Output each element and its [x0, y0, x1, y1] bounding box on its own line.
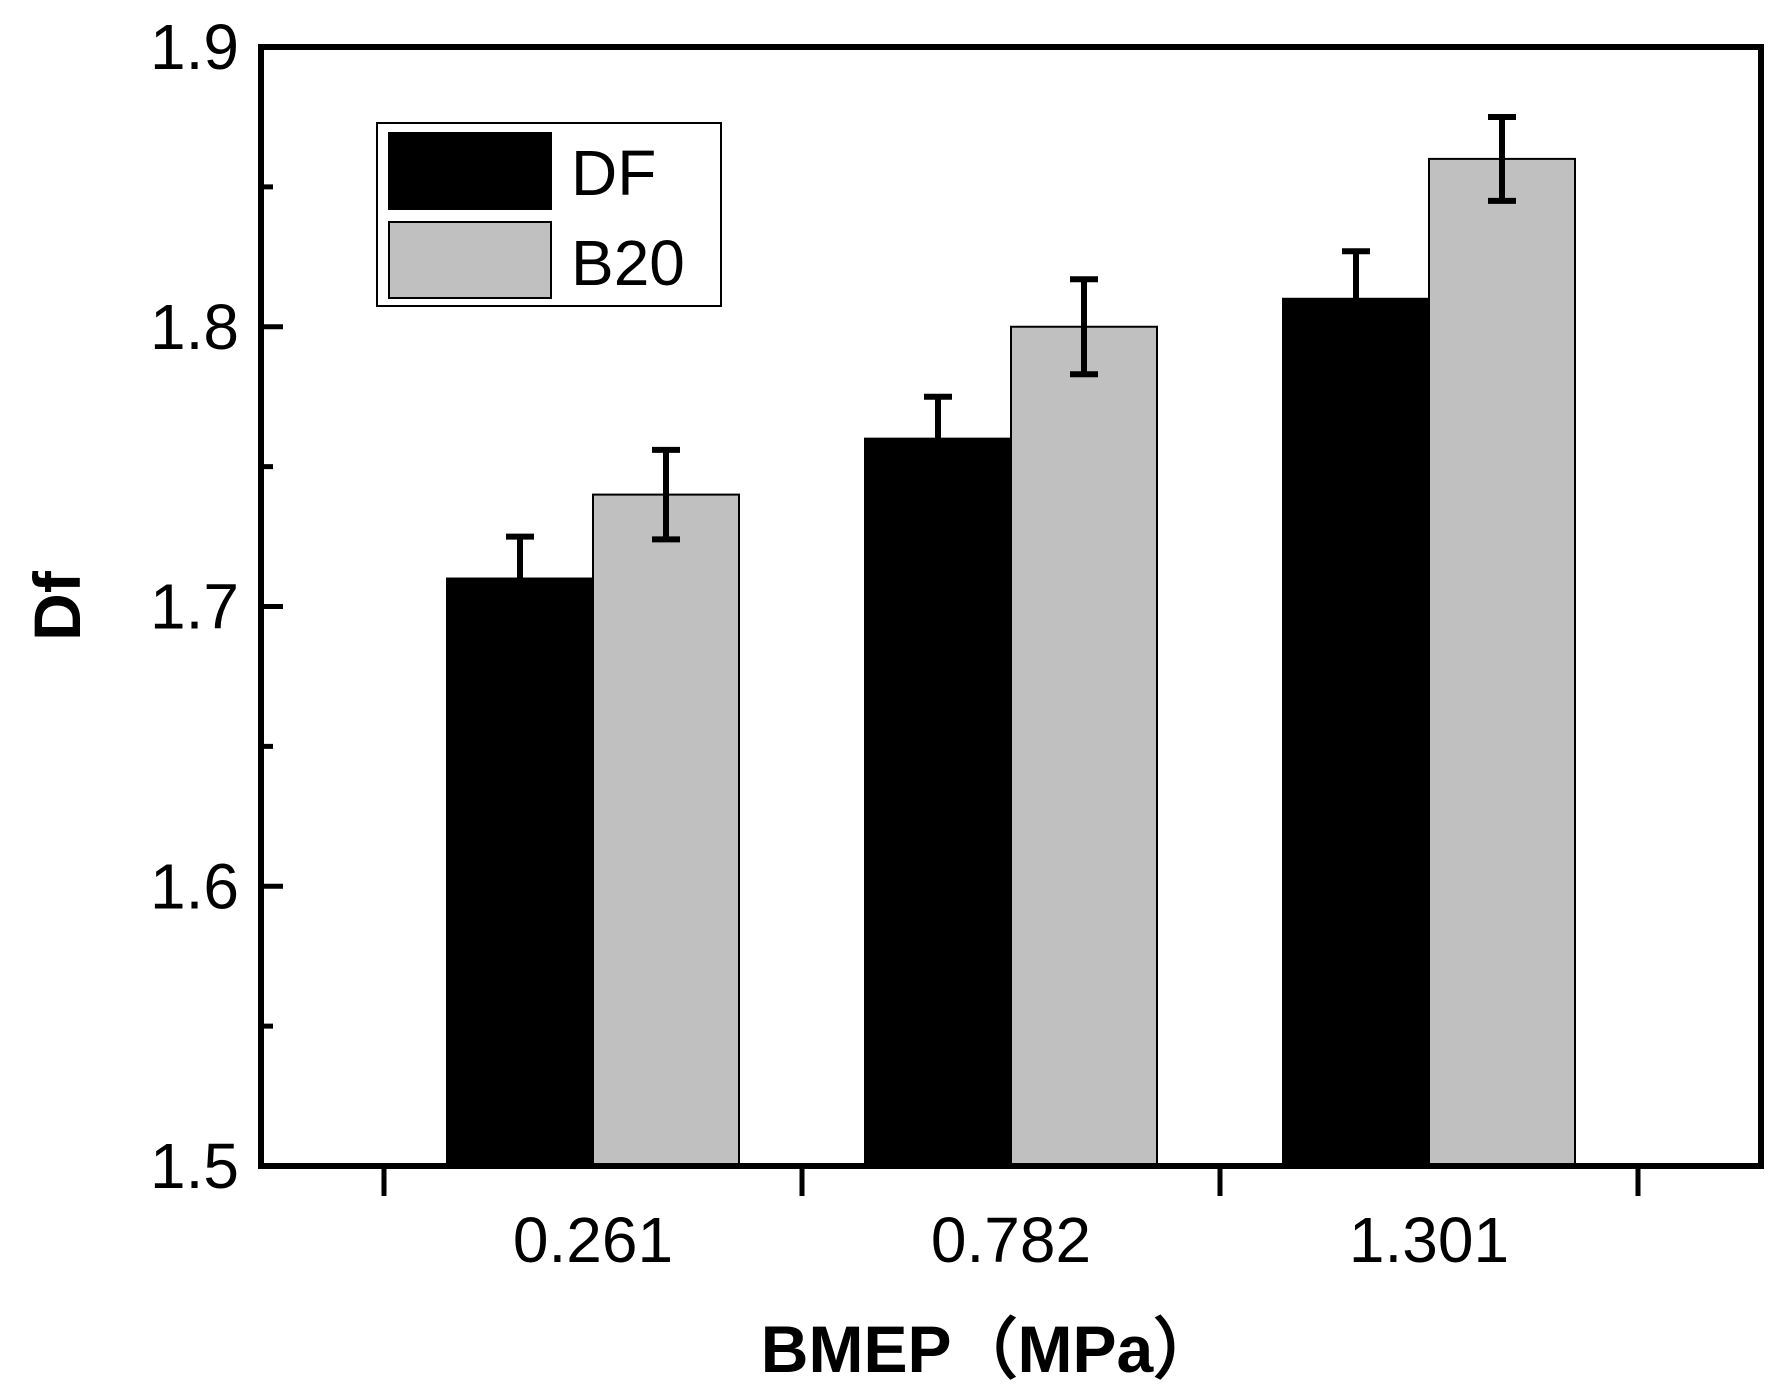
- x-tick-label: 0.782: [931, 1204, 1091, 1276]
- legend-label-df: DF: [571, 137, 656, 209]
- bar-df-0.261: [446, 577, 594, 1167]
- bar-df-0.782: [864, 437, 1012, 1167]
- legend-swatch-df: [388, 132, 552, 210]
- legend-swatch-b20: [388, 221, 552, 299]
- bar-b20-0.261: [592, 493, 740, 1168]
- x-axis-title: BMEP（MPa）: [761, 1312, 1219, 1386]
- y-tick-label: 1.9: [150, 11, 239, 83]
- y-tick-label: 1.7: [150, 571, 239, 643]
- y-tick-label: 1.8: [150, 291, 239, 363]
- error-bars-layer: [506, 113, 1516, 621]
- y-tick-label: 1.6: [150, 850, 239, 922]
- bar-df-1.301: [1282, 297, 1430, 1167]
- tick-labels-layer: 1.5 1.6 1.7 1.8 1.9 0.261 0.782 1.301: [150, 11, 1509, 1276]
- x-tick-label: 0.261: [513, 1204, 673, 1276]
- legend: DF B20: [376, 122, 722, 307]
- y-axis-title: Df: [20, 570, 94, 641]
- x-tick-label: 1.301: [1349, 1204, 1509, 1276]
- y-tick-label: 1.5: [150, 1130, 239, 1202]
- bars-layer: [446, 157, 1576, 1168]
- legend-label-b20: B20: [571, 227, 685, 299]
- bar-b20-1.301: [1428, 157, 1576, 1167]
- bar-b20-0.782: [1010, 325, 1158, 1167]
- plot-frame: [258, 44, 1764, 1169]
